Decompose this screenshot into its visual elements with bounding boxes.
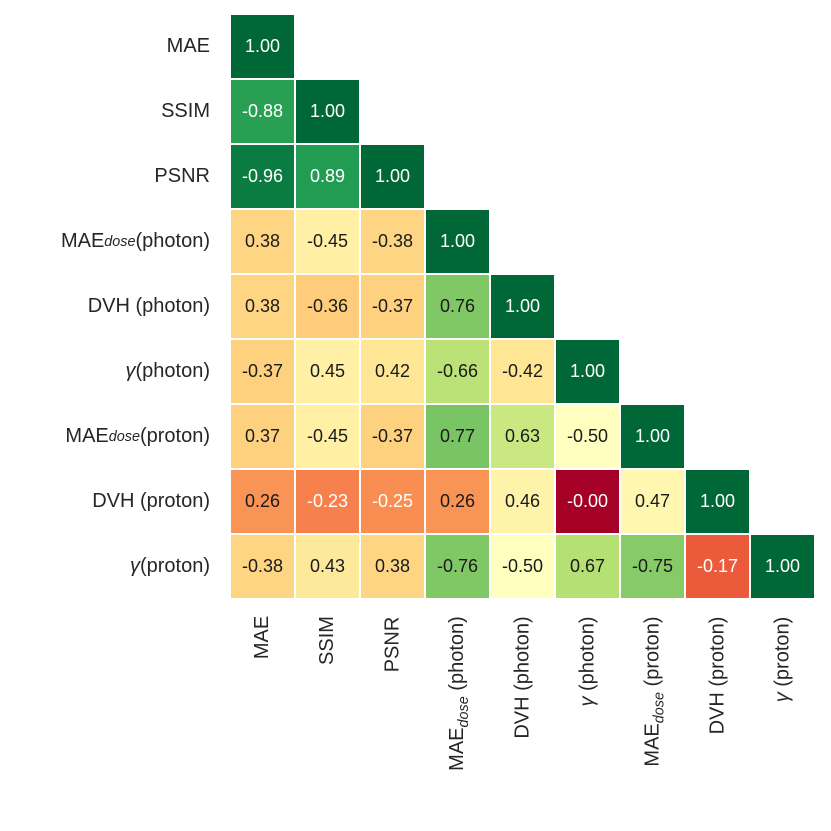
- heatmap-cell: 0.38: [231, 210, 294, 273]
- heatmap-cell: -0.36: [296, 275, 359, 338]
- heatmap-cell: -0.42: [491, 340, 554, 403]
- column-label: γ (photon): [576, 616, 599, 706]
- row-label: MAE: [0, 15, 210, 78]
- row-label: PSNR: [0, 145, 210, 208]
- heatmap-cell: 1.00: [491, 275, 554, 338]
- axis-label-segment: (proton): [139, 555, 210, 577]
- axis-label-segment: γ: [125, 360, 136, 382]
- heatmap-cell: 0.38: [231, 275, 294, 338]
- axis-label-segment: γ: [770, 691, 793, 702]
- heatmap-cell: 1.00: [621, 405, 684, 468]
- heatmap-cell: -0.37: [361, 405, 424, 468]
- heatmap-cell: -0.37: [361, 275, 424, 338]
- heatmap-cell: -0.76: [426, 535, 489, 598]
- heatmap-cell: 0.38: [361, 535, 424, 598]
- row-label: MAE dose (photon): [0, 210, 210, 273]
- heatmap-cell: 1.00: [296, 80, 359, 143]
- heatmap-cell: 0.26: [426, 470, 489, 533]
- axis-label-segment: (proton): [139, 425, 210, 447]
- heatmap-cell: -0.50: [491, 535, 554, 598]
- axis-label-segment: SSIM: [315, 616, 338, 665]
- column-label: SSIM: [316, 616, 339, 665]
- axis-label-segment: MAE: [641, 722, 664, 767]
- column-label: γ (proton): [771, 616, 794, 702]
- heatmap-cell: 1.00: [426, 210, 489, 273]
- axis-label-segment: PSNR: [154, 165, 210, 187]
- heatmap-cell: 1.00: [751, 535, 814, 598]
- heatmap-cell: -0.17: [686, 535, 749, 598]
- row-label: γ (photon): [0, 340, 211, 403]
- row-label: γ (proton): [0, 535, 210, 598]
- heatmap-cell: -0.96: [231, 145, 294, 208]
- heatmap-cell: 1.00: [556, 340, 619, 403]
- column-label: PSNR: [381, 616, 404, 672]
- heatmap-cell: 0.76: [426, 275, 489, 338]
- axis-label-segment: (photon): [445, 616, 468, 697]
- heatmap-cell: -0.66: [426, 340, 489, 403]
- heatmap-cell: -0.88: [231, 80, 294, 143]
- axis-label-segment: γ: [576, 696, 599, 707]
- axis-label-segment: (photon): [576, 615, 599, 697]
- heatmap-cell: 0.47: [621, 470, 684, 533]
- row-label: DVH (photon): [0, 275, 210, 338]
- column-label: MAEdose (proton): [641, 615, 668, 767]
- heatmap-cell: 0.45: [296, 340, 359, 403]
- row-label: DVH (proton): [0, 470, 210, 533]
- axis-label-segment: DVH (proton): [92, 490, 210, 512]
- axis-label-segment: DVH (photon): [87, 295, 210, 317]
- heatmap-cell: 0.26: [231, 470, 294, 533]
- axis-label-segment: dose: [455, 696, 472, 728]
- axis-label-segment: dose: [108, 428, 140, 445]
- heatmap-cell: 0.37: [231, 405, 294, 468]
- heatmap-cell: -0.45: [296, 405, 359, 468]
- axis-label-segment: dose: [651, 691, 668, 723]
- axis-label-segment: DVH (photon): [511, 615, 534, 739]
- axis-label-segment: (photon): [135, 230, 211, 252]
- axis-label-segment: DVH (proton): [705, 616, 728, 734]
- axis-label-segment: SSIM: [161, 100, 210, 122]
- heatmap-cell: 0.42: [361, 340, 424, 403]
- heatmap-cell: -0.00: [556, 470, 619, 533]
- heatmap-cell: 0.63: [491, 405, 554, 468]
- heatmap-cell: -0.50: [556, 405, 619, 468]
- heatmap-cell: 0.67: [556, 535, 619, 598]
- column-label: DVH (photon): [511, 616, 534, 738]
- column-label: MAEdose (photon): [445, 616, 472, 771]
- heatmap-cell: 1.00: [361, 145, 424, 208]
- column-label: DVH (proton): [706, 616, 729, 734]
- axis-label-segment: MAE: [166, 35, 210, 57]
- axis-label-segment: (photon): [135, 360, 211, 382]
- row-label: MAE dose (proton): [0, 405, 210, 468]
- heatmap-cell: 1.00: [686, 470, 749, 533]
- heatmap-cell: 0.46: [491, 470, 554, 533]
- axis-label-segment: MAE: [251, 615, 274, 660]
- axis-label-segment: (proton): [641, 615, 664, 692]
- axis-label-segment: MAE: [65, 425, 109, 447]
- heatmap-cell: 0.89: [296, 145, 359, 208]
- axis-label-segment: (proton): [770, 616, 793, 692]
- heatmap-cell: -0.75: [621, 535, 684, 598]
- heatmap-cell: -0.45: [296, 210, 359, 273]
- heatmap-cell: 1.00: [231, 15, 294, 78]
- column-label: MAE: [251, 616, 274, 659]
- heatmap-cell: -0.23: [296, 470, 359, 533]
- axis-label-segment: γ: [129, 555, 140, 577]
- row-label: SSIM: [0, 80, 210, 143]
- heatmap-cell: 0.77: [426, 405, 489, 468]
- axis-label-segment: PSNR: [380, 616, 403, 672]
- axis-label-segment: MAE: [60, 230, 105, 252]
- heatmap-cell: -0.25: [361, 470, 424, 533]
- axis-label-segment: dose: [104, 233, 136, 250]
- heatmap-cell: -0.37: [231, 340, 294, 403]
- heatmap-cell: -0.38: [231, 535, 294, 598]
- heatmap-cell: 0.43: [296, 535, 359, 598]
- axis-label-segment: MAE: [445, 727, 468, 771]
- heatmap-cell: -0.38: [361, 210, 424, 273]
